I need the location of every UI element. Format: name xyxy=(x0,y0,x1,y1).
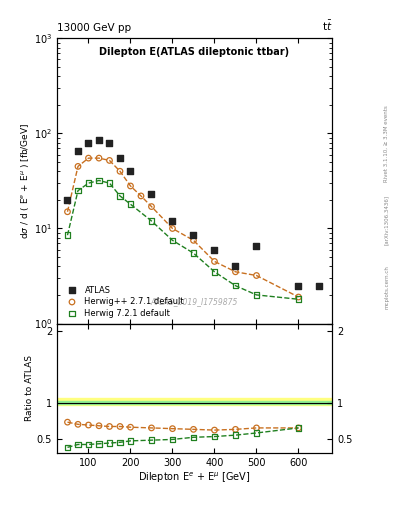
Point xyxy=(107,439,113,447)
Herwig++ 2.7.1 default xyxy=(85,154,92,162)
Point xyxy=(127,423,134,431)
Point xyxy=(96,422,102,430)
Herwig++ 2.7.1 default xyxy=(211,258,218,266)
ATLAS xyxy=(96,136,102,144)
Herwig 7.2.1 default xyxy=(117,192,123,200)
ATLAS xyxy=(75,147,81,155)
Text: mcplots.cern.ch: mcplots.cern.ch xyxy=(384,265,389,309)
Point xyxy=(232,431,239,439)
Herwig++ 2.7.1 default xyxy=(190,236,196,244)
ATLAS xyxy=(148,190,154,198)
Herwig++ 2.7.1 default xyxy=(169,224,176,232)
Y-axis label: d$\sigma$ / d ( E$^{e}$ + E$^{\mu}$ ) [fb/GeV]: d$\sigma$ / d ( E$^{e}$ + E$^{\mu}$ ) [f… xyxy=(19,123,31,239)
Point xyxy=(64,443,71,452)
ATLAS xyxy=(169,217,176,225)
ATLAS xyxy=(64,196,71,204)
Y-axis label: Ratio to ATLAS: Ratio to ATLAS xyxy=(25,355,34,421)
Herwig 7.2.1 default xyxy=(85,179,92,187)
Herwig 7.2.1 default xyxy=(169,236,176,244)
Point xyxy=(296,424,302,432)
Herwig 7.2.1 default xyxy=(75,186,81,195)
Point xyxy=(75,440,81,449)
Herwig++ 2.7.1 default xyxy=(107,156,113,164)
Herwig++ 2.7.1 default xyxy=(75,162,81,170)
Herwig 7.2.1 default xyxy=(296,295,302,303)
Herwig++ 2.7.1 default xyxy=(117,167,123,175)
Point xyxy=(190,433,196,441)
Herwig 7.2.1 default xyxy=(232,282,239,290)
Point xyxy=(75,420,81,429)
Herwig 7.2.1 default xyxy=(96,176,102,184)
Point xyxy=(169,424,176,433)
Text: ATLAS_2019_I1759875: ATLAS_2019_I1759875 xyxy=(151,297,238,306)
Herwig 7.2.1 default xyxy=(148,217,154,225)
Herwig 7.2.1 default xyxy=(211,268,218,276)
Point xyxy=(148,436,154,444)
ATLAS xyxy=(85,139,92,147)
ATLAS xyxy=(316,282,323,290)
Herwig++ 2.7.1 default xyxy=(138,192,144,200)
Text: Rivet 3.1.10, ≥ 3.3M events: Rivet 3.1.10, ≥ 3.3M events xyxy=(384,105,389,182)
Point xyxy=(169,435,176,443)
Herwig++ 2.7.1 default xyxy=(232,268,239,276)
Point xyxy=(117,438,123,446)
Point xyxy=(211,426,218,434)
Herwig 7.2.1 default xyxy=(64,231,71,239)
Bar xyxy=(57,401,332,404)
Herwig 7.2.1 default xyxy=(253,291,260,299)
Point xyxy=(253,429,260,437)
Point xyxy=(117,422,123,431)
Herwig 7.2.1 default xyxy=(127,200,134,208)
Point xyxy=(232,425,239,434)
Text: 13000 GeV pp: 13000 GeV pp xyxy=(57,23,131,33)
ATLAS xyxy=(107,139,113,147)
Point xyxy=(127,437,134,445)
Point xyxy=(85,440,92,449)
Point xyxy=(190,425,196,434)
Herwig 7.2.1 default xyxy=(107,179,113,187)
Herwig++ 2.7.1 default xyxy=(253,271,260,280)
Text: t$\bar{t}$: t$\bar{t}$ xyxy=(321,19,332,33)
Herwig++ 2.7.1 default xyxy=(64,208,71,216)
ATLAS xyxy=(117,154,123,162)
ATLAS xyxy=(211,245,218,253)
Herwig++ 2.7.1 default xyxy=(127,182,134,190)
Point xyxy=(211,433,218,441)
Point xyxy=(253,424,260,432)
Text: [arXiv:1306.3436]: [arXiv:1306.3436] xyxy=(384,195,389,245)
ATLAS xyxy=(127,167,134,175)
ATLAS xyxy=(253,242,260,250)
Point xyxy=(296,424,302,432)
Herwig++ 2.7.1 default xyxy=(148,202,154,210)
ATLAS xyxy=(296,282,302,290)
ATLAS xyxy=(232,262,239,270)
Bar xyxy=(57,398,332,405)
Point xyxy=(96,440,102,448)
Legend: ATLAS, Herwig++ 2.7.1 default, Herwig 7.2.1 default: ATLAS, Herwig++ 2.7.1 default, Herwig 7.… xyxy=(61,284,186,319)
Herwig++ 2.7.1 default xyxy=(296,293,302,301)
Point xyxy=(64,418,71,426)
Point xyxy=(148,424,154,432)
Text: Dilepton E(ATLAS dileptonic ttbar): Dilepton E(ATLAS dileptonic ttbar) xyxy=(99,47,290,57)
Herwig++ 2.7.1 default xyxy=(96,154,102,162)
ATLAS xyxy=(190,231,196,239)
Herwig 7.2.1 default xyxy=(190,249,196,257)
X-axis label: Dilepton E$^{e}$ + E$^{\mu}$ [GeV]: Dilepton E$^{e}$ + E$^{\mu}$ [GeV] xyxy=(138,471,251,485)
Point xyxy=(85,421,92,429)
Point xyxy=(107,422,113,431)
